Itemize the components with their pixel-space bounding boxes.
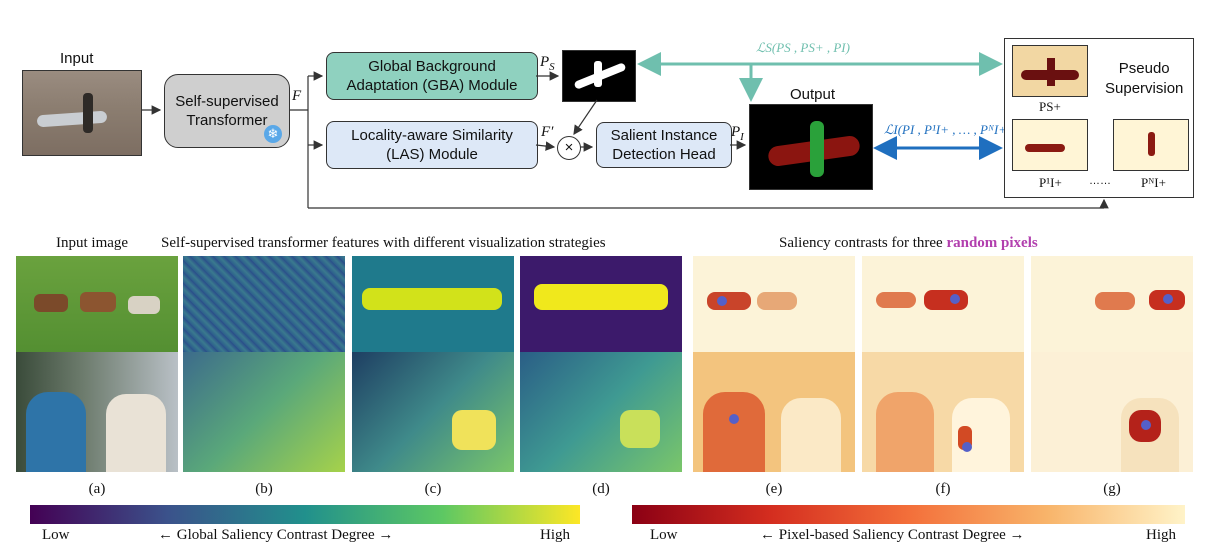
ps-plus-label: PS+	[1039, 99, 1061, 114]
heading-input: Input image	[56, 235, 129, 251]
transformer-label: Self-supervised Transformer	[175, 93, 279, 129]
output-image	[749, 104, 873, 190]
caption-g: (g)	[1103, 481, 1121, 497]
caption-d: (d)	[592, 481, 610, 497]
ps-label: PS	[540, 54, 555, 73]
pi1-label: P¹I+	[1039, 175, 1062, 190]
colorbar-global-title: ← Global Saliency Contrast Degree →	[158, 527, 394, 543]
snowflake-icon: ❄	[264, 125, 282, 143]
tile-d2	[520, 352, 682, 472]
random-pixels-emphasis: random pixels	[946, 235, 1038, 251]
fprime-label: F′	[541, 124, 554, 140]
tile-f2	[862, 352, 1024, 472]
las-label: Locality-aware Similarity (LAS) Module	[351, 127, 513, 163]
colorbar-pixel-title: ← Pixel-based Saliency Contrast Degree →	[760, 527, 1025, 543]
loss-s-label: ℒS(PS , PS+ , PI)	[756, 40, 850, 55]
caption-a: (a)	[88, 481, 106, 497]
heading-features: Self-supervised transformer features wit…	[161, 235, 606, 251]
colorbar-global	[30, 505, 580, 524]
sidh-module: Salient Instance Detection Head	[596, 122, 732, 168]
dots-label: ……	[1089, 175, 1111, 187]
pin-image	[1113, 119, 1189, 171]
transformer-box: Self-supervised Transformer	[164, 74, 290, 148]
gba-label: Global Background Adaptation (GBA) Modul…	[346, 58, 518, 94]
multiply-icon: ×	[557, 136, 581, 160]
ps-mask-image	[562, 50, 636, 102]
input-label: Input	[60, 50, 94, 67]
tile-g2	[1031, 352, 1193, 472]
tile-b2	[183, 352, 345, 472]
colorbar-global-low: Low	[42, 527, 70, 543]
colorbar-pixel	[632, 505, 1185, 524]
pseudo-label: Pseudo Supervision	[1105, 60, 1184, 97]
caption-b: (b)	[255, 481, 273, 497]
pi-label: PI	[731, 124, 744, 143]
caption-e: (e)	[765, 481, 783, 497]
heading-contrast: Saliency contrasts for three random pixe…	[779, 235, 1038, 251]
tile-a2	[16, 352, 178, 472]
input-image	[22, 70, 142, 156]
gba-module: Global Background Adaptation (GBA) Modul…	[326, 52, 538, 100]
sidh-label: Salient Instance Detection Head	[610, 127, 718, 163]
output-label: Output	[790, 86, 836, 103]
diagram-arrows	[142, 52, 1109, 209]
ps-plus-image	[1012, 45, 1088, 97]
loss-i-label: ℒI(PI , P¹I+ , … , PᴺI+)	[884, 122, 1012, 137]
tile-c2	[352, 352, 514, 472]
colorbar-global-high: High	[540, 527, 570, 543]
caption-c: (c)	[424, 481, 442, 497]
pin-label: PᴺI+	[1141, 175, 1166, 190]
pseudo-supervision-panel: Pseudo Supervision PS+ P¹I+ …… PᴺI+	[1004, 38, 1194, 198]
tile-e2	[693, 352, 855, 472]
las-module: Locality-aware Similarity (LAS) Module	[326, 121, 538, 169]
caption-f: (f)	[935, 481, 951, 497]
feature-label: F	[292, 88, 302, 104]
colorbar-pixel-high: High	[1146, 527, 1176, 543]
colorbar-pixel-low: Low	[650, 527, 678, 543]
pi1-image	[1012, 119, 1088, 171]
